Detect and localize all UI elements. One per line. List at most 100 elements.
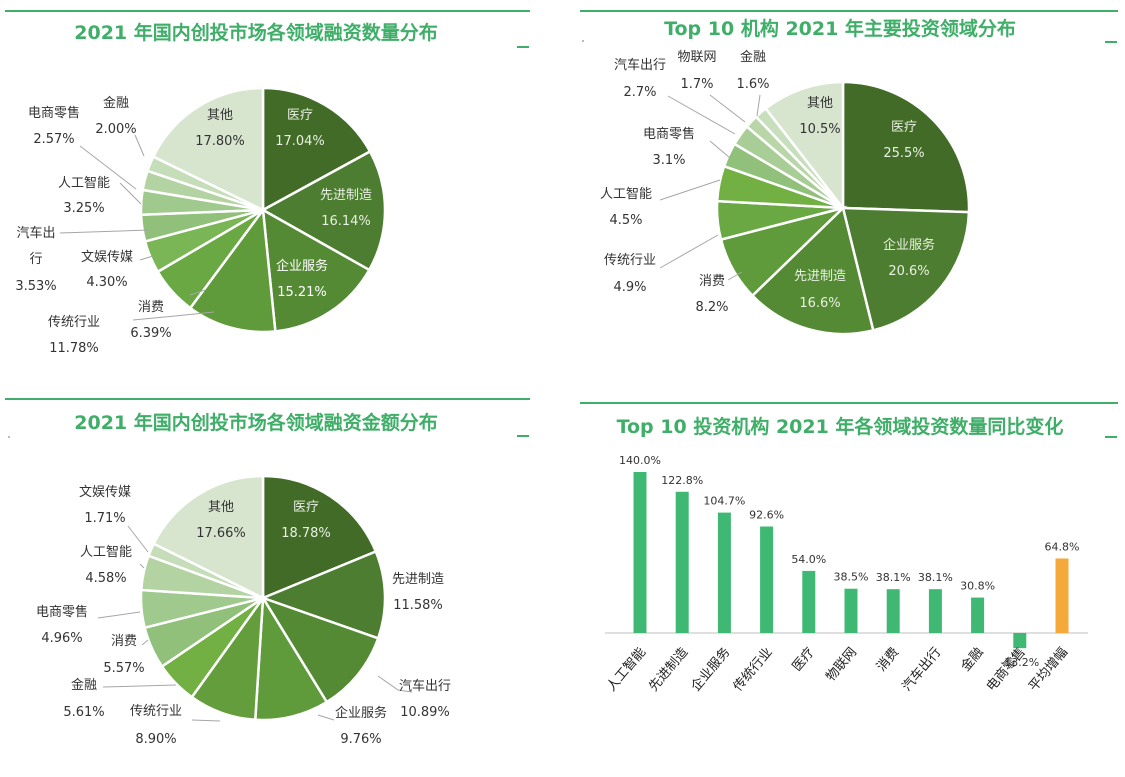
slice-value: 2.7% (623, 85, 656, 100)
leader-line (119, 182, 142, 205)
leader-line (709, 140, 731, 159)
slice-label: 传统行业 (48, 315, 100, 330)
slice-value: 5.57% (103, 661, 144, 676)
slice-label: 其他 (208, 500, 234, 515)
leader-line (134, 134, 145, 157)
bar-value-label: 38.1% (876, 571, 911, 584)
slice-value: 4.30% (86, 275, 127, 290)
pie-slice (151, 86, 265, 212)
slice-label: 医疗 (891, 120, 917, 135)
leader-line (139, 255, 154, 261)
bar-value-label: 30.8% (960, 580, 995, 593)
slice-label: 消费 (111, 634, 137, 649)
slice-value: 10.89% (400, 705, 450, 720)
x-tick-label: 传统行业 (731, 645, 776, 694)
pie-slice (763, 80, 845, 212)
bar-value-label: 54.0% (791, 553, 826, 566)
slice-value: 4.96% (41, 631, 82, 646)
leader-line (377, 675, 413, 693)
leader-line (727, 271, 743, 281)
bar-value-label: 140.0% (619, 454, 661, 467)
slice-label: 企业服务 (276, 258, 328, 274)
x-tick-label: 消费 (874, 645, 902, 675)
slice-label: 消费 (138, 300, 164, 315)
leader-line (659, 179, 721, 201)
slice-value: 3.25% (63, 201, 104, 216)
slice-value: 1.71% (84, 511, 125, 526)
leader-line (132, 311, 215, 321)
leader-line (659, 234, 719, 269)
slice-label: 汽车出 (16, 225, 55, 241)
leader-line (102, 684, 177, 688)
bar-value-label: 122.8% (661, 474, 703, 487)
pie-slice (750, 205, 875, 336)
slice-label: 文娱传媒 (81, 250, 133, 265)
pie-slice (261, 207, 371, 333)
slice-label: 先进制造 (392, 572, 444, 587)
chart-title: 2021 年国内创投市场各领域融资数量分布 (74, 22, 438, 44)
bar (844, 588, 858, 633)
panel-corner-mark (517, 46, 529, 48)
slice-value: 4.58% (85, 571, 126, 586)
slice-value: 8.90% (135, 732, 176, 747)
panel-top-rule (580, 402, 1118, 404)
slice-label: 医疗 (293, 500, 319, 515)
x-tick-label: 人工智能 (604, 645, 649, 694)
slice-value: 17.66% (196, 526, 246, 541)
panel-corner-dot (8, 436, 10, 438)
slice-value: 4.9% (613, 280, 646, 295)
slice-value: 17.04% (275, 134, 325, 149)
slice-value: 3.53% (15, 279, 56, 294)
bar (802, 570, 816, 633)
pie-slice (261, 474, 378, 600)
leader-line (127, 525, 149, 553)
slice-value: 1.7% (680, 77, 713, 92)
panel-amount-distribution: 2021 年国内创投市场各领域融资金额分布 医疗 18.78% 先进制造 11.58%… (0, 390, 540, 777)
slice-label: 金融 (740, 49, 766, 65)
panel-corner-mark (517, 435, 529, 437)
slice-value: 10.5% (799, 122, 840, 137)
slice-value: 11.78% (49, 341, 99, 356)
leader-line (756, 94, 761, 117)
bar-value-label: 92.6% (749, 509, 784, 522)
slice-value: 16.6% (799, 296, 840, 311)
x-tick-label: 物联网 (823, 645, 860, 685)
pie-slice (260, 149, 387, 272)
leader-line (97, 611, 141, 619)
slice-label: 其他 (207, 108, 233, 123)
slice-value: 5.61% (63, 705, 104, 720)
slice-label: 文娱传媒 (79, 485, 131, 500)
bar-chart-yoy: 140.0% 人工智能 122.8% 先进制造 104.7% 企业服务 92.6% 传统行业 5… (604, 454, 1088, 694)
slice-label: 汽车出行 (614, 57, 666, 73)
slice-label: 汽车出行 (399, 678, 451, 694)
leader-line (139, 563, 145, 569)
panel-corner-mark (1105, 41, 1117, 43)
x-tick-label: 企业服务 (688, 644, 734, 694)
bar-value-label: 104.7% (703, 495, 745, 508)
pie-slice (261, 86, 372, 213)
slice-label: 电商零售 (643, 126, 695, 142)
x-tick-label: 医疗 (790, 645, 818, 675)
bar (1013, 633, 1027, 649)
slice-value: 2.00% (95, 122, 136, 137)
bar (928, 589, 942, 633)
slice-label: 人工智能 (600, 187, 652, 202)
chart-title: Top 10 机构 2021 年主要投资领域分布 (664, 18, 1016, 40)
bar-value-label: 38.1% (918, 571, 953, 584)
slice-value: 15.21% (277, 285, 327, 300)
x-tick-label: 电商零售 (983, 644, 1029, 694)
slice-value: 4.5% (609, 213, 642, 228)
slice-value: 25.5% (883, 146, 924, 161)
leader-line (189, 289, 206, 296)
slice-value: 18.78% (281, 526, 331, 541)
slice-value: 20.6% (888, 264, 929, 279)
leader-line (141, 639, 149, 646)
panel-corner-mark (1105, 436, 1117, 438)
leader-line (79, 145, 137, 190)
bar (886, 589, 900, 633)
slice-label: 其他 (807, 96, 833, 111)
leader-line (667, 95, 736, 135)
panel-corner-dot (582, 40, 584, 42)
bar (633, 472, 647, 633)
pie-slice (152, 474, 265, 601)
